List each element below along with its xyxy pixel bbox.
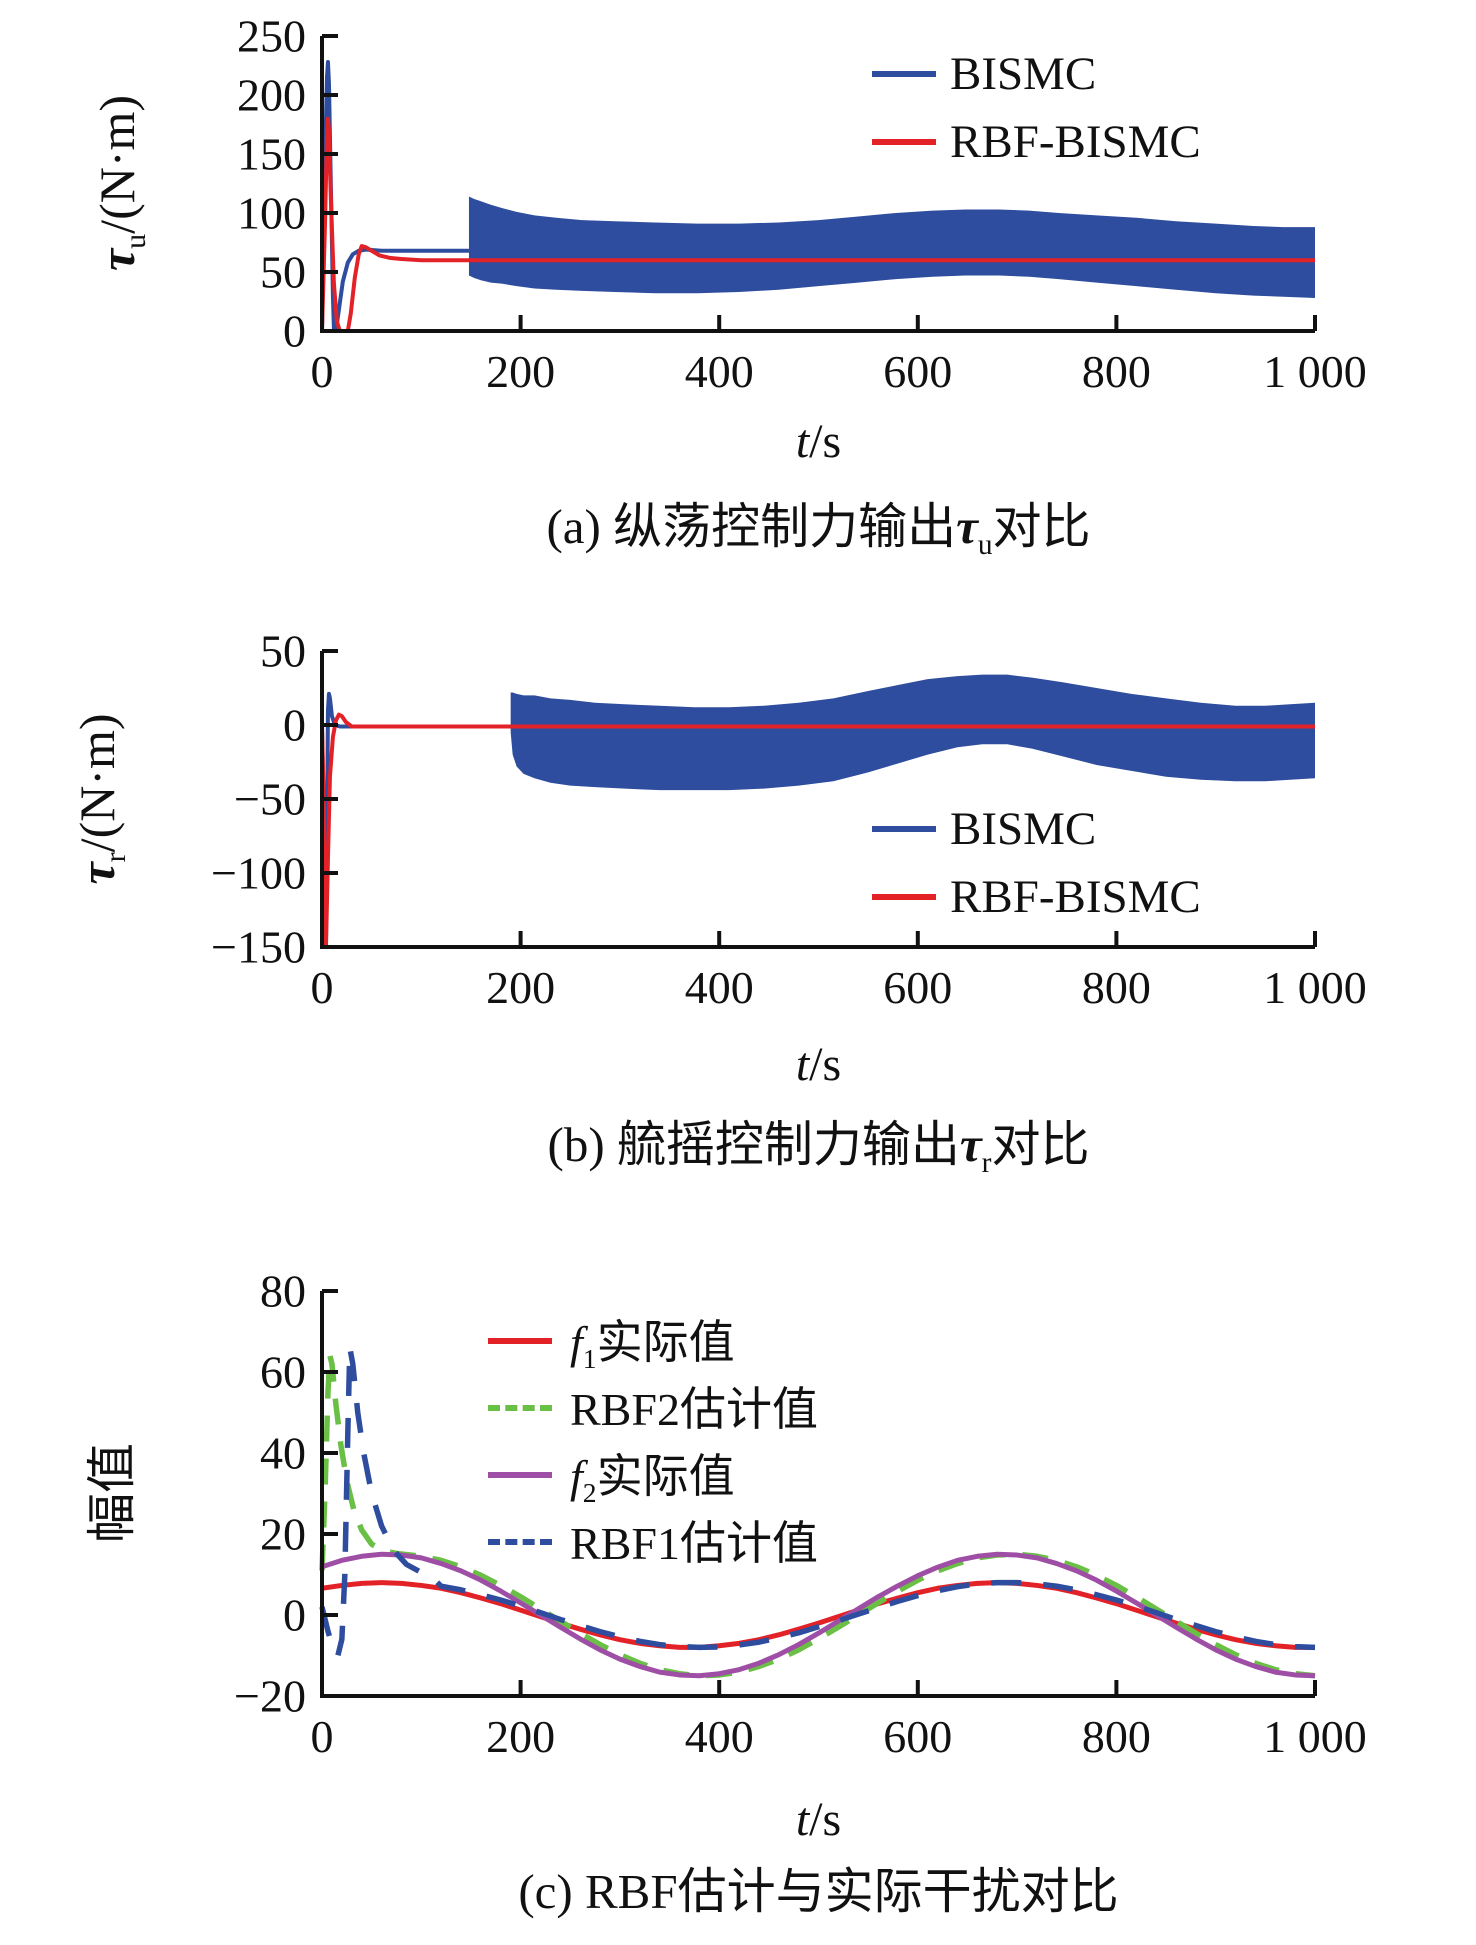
y-tick-label: 50 — [260, 626, 306, 677]
y-tick-label: 60 — [260, 1347, 306, 1398]
y-tick-label: 40 — [260, 1428, 306, 1479]
legend-item-rbf-bismc: RBF-BISMC — [872, 863, 1201, 931]
x-tick-label: 200 — [486, 962, 555, 1013]
legend-item-rbf-bismc: RBF-BISMC — [872, 108, 1201, 176]
x-axis-label-b: t/s — [795, 1038, 842, 1091]
legend-line-sample — [488, 1538, 552, 1545]
panel-c: −20 0 20 40 60 80 0 200 400 600 800 1 000 幅值 f1实际值 … — [0, 1245, 1476, 1922]
legend-c: f1实际值 RBF2估计值 f2实际值 RBF1估计值 — [488, 1307, 818, 1575]
x-tick-label: 1 000 — [1263, 1711, 1367, 1762]
x-tick-label: 200 — [486, 346, 555, 397]
legend-label: BISMC — [950, 803, 1097, 855]
panel-b: −150 −100 −50 0 50 0 200 400 600 800 1 000 τr/(N·m… — [0, 600, 1476, 1245]
panel-a: 0 50 100 150 200 250 0 200 400 600 800 1 000 τu/(N·… — [0, 0, 1476, 600]
legend-line-sample — [872, 71, 936, 77]
legend-item-bismc: BISMC — [872, 795, 1201, 863]
x-axis-label-c: t/s — [795, 1793, 842, 1846]
x-tick-label: 800 — [1082, 962, 1151, 1013]
x-tick-label: 400 — [685, 962, 754, 1013]
y-axis-label-b: τr/(N·m) — [68, 713, 132, 885]
x-tick-label: 200 — [486, 1711, 555, 1762]
legend-label: 实际值 — [596, 1450, 735, 1502]
y-tick-label: −100 — [211, 848, 306, 899]
x-tick-label: 800 — [1082, 1711, 1151, 1762]
legend-item-bismc: BISMC — [872, 40, 1201, 108]
x-tick-label: 400 — [685, 346, 754, 397]
legend-item-rbf1-estimate: RBF1估计值 — [488, 1508, 818, 1575]
x-tick-label: 0 — [311, 962, 334, 1013]
x-tick-label: 600 — [883, 1711, 952, 1762]
x-tick-label: 1 000 — [1263, 346, 1367, 397]
series-BISMC — [320, 691, 511, 949]
legend-label: 实际值 — [596, 1316, 735, 1368]
y-tick-label: 200 — [237, 70, 306, 121]
legend-a: BISMC RBF-BISMC — [872, 40, 1201, 176]
legend-item-f2-actual: f2实际值 — [488, 1441, 818, 1508]
caption-b: (b) 艈摇控制力输出τr对比 — [547, 1117, 1090, 1179]
legend-label: RBF1估计值 — [570, 1517, 818, 1569]
y-tick-label: 0 — [283, 306, 306, 357]
y-tick-label: 100 — [237, 188, 306, 239]
legend-line-sample — [872, 139, 936, 145]
series-RBF-BISMC — [320, 116, 1315, 333]
y-tick-label: 150 — [237, 129, 306, 180]
legend-b: BISMC RBF-BISMC — [872, 795, 1201, 931]
x-tick-label: 800 — [1082, 346, 1151, 397]
y-tick-label: 80 — [260, 1266, 306, 1317]
caption-a: (a) 纵荡控制力输出τu对比 — [546, 499, 1091, 561]
y-tick-label: 250 — [237, 11, 306, 62]
legend-label: RBF2估计值 — [570, 1383, 818, 1435]
legend-line-sample — [872, 826, 936, 832]
y-tick-label: 0 — [283, 700, 306, 751]
y-tick-label: −20 — [234, 1671, 306, 1722]
y-axis-label-a: τu/(N·m) — [88, 94, 152, 272]
x-tick-label: 0 — [311, 1711, 334, 1762]
legend-item-f1-actual: f1实际值 — [488, 1307, 818, 1374]
legend-label: BISMC — [950, 48, 1097, 100]
chart-b-canvas: −150 −100 −50 0 50 0 200 400 600 800 1 000 — [211, 626, 1367, 1013]
x-tick-label: 600 — [883, 962, 952, 1013]
x-tick-label: 400 — [685, 1711, 754, 1762]
y-tick-label: −50 — [234, 774, 306, 825]
legend-label: RBF-BISMC — [950, 116, 1201, 168]
series-BISMC-chatter-envelope — [468, 196, 1315, 298]
y-tick-label: −150 — [211, 922, 306, 973]
series-BISMC — [320, 59, 469, 333]
y-tick-label: 50 — [260, 247, 306, 298]
legend-line-sample — [872, 894, 936, 900]
x-tick-label: 600 — [883, 346, 952, 397]
legend-line-sample — [488, 1337, 552, 1344]
series-RBF1-estimate — [319, 1344, 1316, 1659]
legend-line-sample — [488, 1404, 552, 1411]
y-tick-label: 20 — [260, 1509, 306, 1560]
y-axis-label-c: 幅值 — [84, 1443, 140, 1543]
x-axis-label-a: t/s — [795, 415, 842, 468]
series-BISMC-chatter-envelope — [510, 674, 1315, 791]
legend-label: RBF-BISMC — [950, 871, 1201, 923]
legend-line-sample — [488, 1471, 552, 1478]
caption-c: (c) RBF估计与实际干扰对比 — [518, 1864, 1119, 1919]
series-f1-actual — [321, 1580, 1315, 1650]
x-tick-label: 0 — [311, 346, 334, 397]
legend-item-rbf2-estimate: RBF2估计值 — [488, 1374, 818, 1441]
x-tick-label: 1 000 — [1263, 962, 1367, 1013]
y-tick-label: 0 — [283, 1590, 306, 1641]
